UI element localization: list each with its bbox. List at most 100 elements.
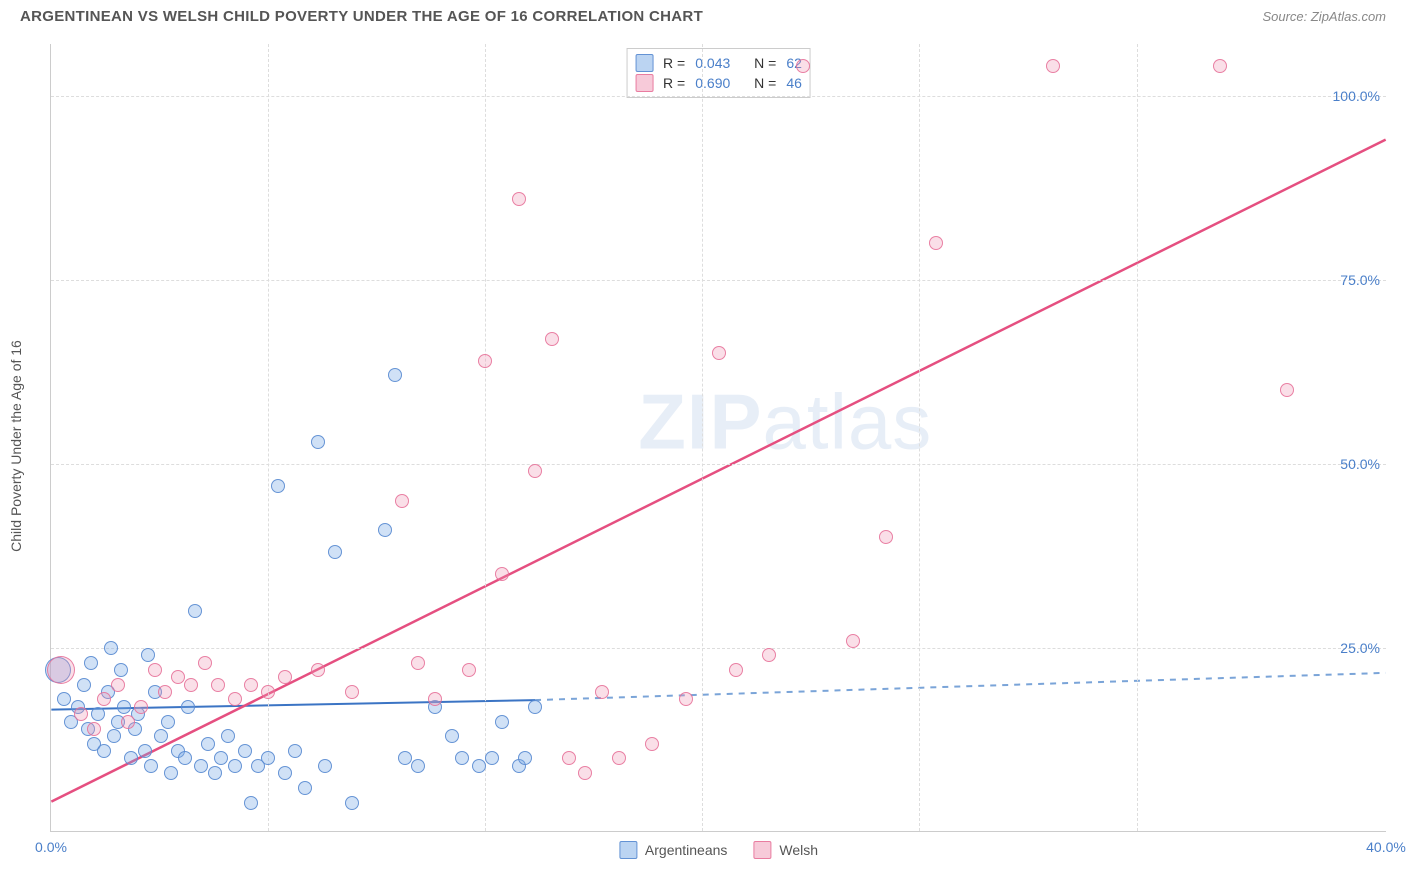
legend-row-argentineans: R = 0.043 N = 62 [635, 53, 802, 73]
data-point [221, 729, 235, 743]
r-label: R = [663, 55, 685, 71]
y-tick-label: 50.0% [1340, 456, 1380, 472]
data-point [171, 670, 185, 684]
data-point [1046, 59, 1060, 73]
data-point [117, 700, 131, 714]
y-tick-label: 75.0% [1340, 272, 1380, 288]
gridline-v [1137, 44, 1138, 831]
chart-source: Source: ZipAtlas.com [1262, 9, 1386, 24]
x-tick-min: 0.0% [35, 839, 67, 855]
data-point [428, 692, 442, 706]
data-point [244, 796, 258, 810]
data-point [228, 692, 242, 706]
gridline-h [51, 464, 1386, 465]
data-point [181, 700, 195, 714]
swatch-argentineans-icon [619, 841, 637, 859]
gridline-v [485, 44, 486, 831]
watermark-light: atlas [763, 377, 933, 465]
gridline-v [268, 44, 269, 831]
data-point [154, 729, 168, 743]
n-label: N = [754, 55, 776, 71]
x-tick-max: 40.0% [1366, 839, 1406, 855]
data-point [278, 766, 292, 780]
legend-correlation-box: R = 0.043 N = 62 R = 0.690 N = 46 [626, 48, 811, 98]
gridline-h [51, 96, 1386, 97]
data-point [311, 435, 325, 449]
gridline-h [51, 648, 1386, 649]
data-point [161, 715, 175, 729]
data-point [208, 766, 222, 780]
gridline-v [702, 44, 703, 831]
swatch-welsh-icon [635, 74, 653, 92]
data-point [679, 692, 693, 706]
data-point [188, 604, 202, 618]
data-point [472, 759, 486, 773]
data-point [462, 663, 476, 677]
swatch-argentineans-icon [635, 54, 653, 72]
data-point [238, 744, 252, 758]
data-point [455, 751, 469, 765]
data-point [478, 354, 492, 368]
data-point [77, 678, 91, 692]
legend-series-box: Argentineans Welsh [619, 841, 818, 859]
legend-row-welsh: R = 0.690 N = 46 [635, 73, 802, 93]
data-point [846, 634, 860, 648]
data-point [201, 737, 215, 751]
swatch-welsh-icon [753, 841, 771, 859]
data-point [729, 663, 743, 677]
data-point [612, 751, 626, 765]
data-point [318, 759, 332, 773]
data-point [398, 751, 412, 765]
legend-label-welsh: Welsh [779, 842, 818, 858]
watermark-bold: ZIP [638, 377, 762, 465]
data-point [1280, 383, 1294, 397]
data-point [97, 744, 111, 758]
data-point [141, 648, 155, 662]
data-point [144, 759, 158, 773]
data-point [485, 751, 499, 765]
data-point [512, 192, 526, 206]
data-point [228, 759, 242, 773]
data-point [528, 464, 542, 478]
data-point [261, 685, 275, 699]
data-point [495, 567, 509, 581]
data-point [298, 781, 312, 795]
data-point [124, 751, 138, 765]
data-point [311, 663, 325, 677]
data-point [278, 670, 292, 684]
data-point [395, 494, 409, 508]
data-point [87, 722, 101, 736]
data-point [111, 678, 125, 692]
data-point [198, 656, 212, 670]
gridline-v [919, 44, 920, 831]
gridline-h [51, 280, 1386, 281]
legend-item-argentineans: Argentineans [619, 841, 728, 859]
data-point [712, 346, 726, 360]
chart-title: ARGENTINEAN VS WELSH CHILD POVERTY UNDER… [20, 8, 703, 25]
watermark-text: ZIPatlas [638, 376, 932, 467]
data-point [518, 751, 532, 765]
data-point [84, 656, 98, 670]
r-value-argentineans: 0.043 [695, 55, 730, 71]
data-point [378, 523, 392, 537]
data-point [194, 759, 208, 773]
data-point [121, 715, 135, 729]
data-point [762, 648, 776, 662]
data-point [184, 678, 198, 692]
y-tick-label: 25.0% [1340, 640, 1380, 656]
data-point [562, 751, 576, 765]
r-label: R = [663, 75, 685, 91]
data-point [545, 332, 559, 346]
data-point [261, 751, 275, 765]
data-point [114, 663, 128, 677]
data-point [57, 692, 71, 706]
data-point [107, 729, 121, 743]
data-point [97, 692, 111, 706]
data-point [879, 530, 893, 544]
data-point [411, 656, 425, 670]
n-value-welsh: 46 [786, 75, 802, 91]
data-point [528, 700, 542, 714]
legend-item-welsh: Welsh [753, 841, 818, 859]
data-point [495, 715, 509, 729]
data-point [645, 737, 659, 751]
